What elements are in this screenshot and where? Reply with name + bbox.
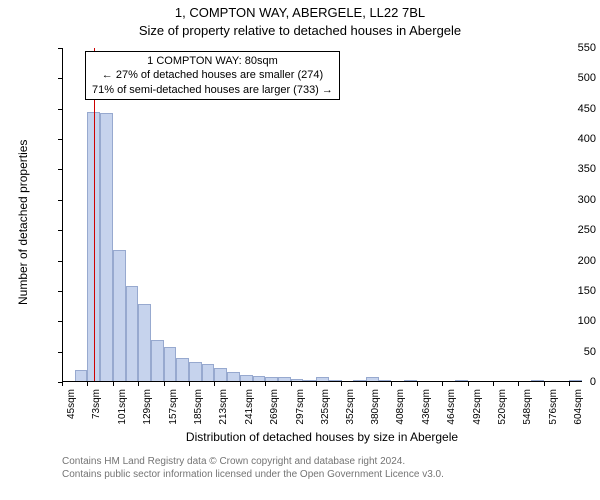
footer-attribution: Contains HM Land Registry data © Crown c…	[62, 456, 444, 481]
x-tick-label: 408sqm	[395, 389, 406, 433]
x-tick-label: 352sqm	[345, 389, 356, 433]
x-tick-mark	[518, 382, 519, 386]
x-tick-label: 157sqm	[168, 389, 179, 433]
x-axis-label: Distribution of detached houses by size …	[62, 430, 582, 444]
x-tick-label: 45sqm	[66, 389, 77, 433]
chart-plot-area: 1 COMPTON WAY: 80sqm← 27% of detached ho…	[62, 48, 582, 382]
x-tick-mark	[493, 382, 494, 386]
x-tick-mark	[442, 382, 443, 386]
x-tick-mark	[417, 382, 418, 386]
info-box-line: 71% of semi-detached houses are larger (…	[92, 83, 333, 97]
histogram-bar	[138, 304, 151, 382]
histogram-bar	[189, 362, 202, 382]
x-tick-label: 73sqm	[91, 389, 102, 433]
x-axis-line	[62, 381, 582, 382]
x-tick-label: 213sqm	[218, 389, 229, 433]
x-tick-label: 241sqm	[244, 389, 255, 433]
histogram-bar	[126, 286, 139, 382]
x-tick-label: 576sqm	[548, 389, 559, 433]
y-axis-line	[62, 48, 63, 382]
x-tick-mark	[391, 382, 392, 386]
x-tick-mark	[366, 382, 367, 386]
x-tick-label: 185sqm	[193, 389, 204, 433]
x-tick-mark	[316, 382, 317, 386]
chart-titles: 1, COMPTON WAY, ABERGELE, LL22 7BL Size …	[0, 0, 600, 39]
x-tick-mark	[113, 382, 114, 386]
x-tick-label: 269sqm	[269, 389, 280, 433]
histogram-bar	[100, 113, 113, 382]
x-tick-mark	[138, 382, 139, 386]
footer-line-1: Contains HM Land Registry data © Crown c…	[62, 456, 444, 469]
x-tick-mark	[544, 382, 545, 386]
histogram-bar	[176, 358, 189, 382]
x-tick-label: 548sqm	[522, 389, 533, 433]
footer-line-2: Contains public sector information licen…	[62, 469, 444, 482]
x-tick-mark	[569, 382, 570, 386]
x-tick-label: 520sqm	[497, 389, 508, 433]
x-tick-label: 436sqm	[421, 389, 432, 433]
x-tick-label: 325sqm	[320, 389, 331, 433]
info-box: 1 COMPTON WAY: 80sqm← 27% of detached ho…	[85, 51, 340, 100]
y-axis-label: Number of detached properties	[16, 140, 30, 305]
x-tick-mark	[468, 382, 469, 386]
title-address: 1, COMPTON WAY, ABERGELE, LL22 7BL	[0, 4, 600, 22]
x-tick-label: 492sqm	[472, 389, 483, 433]
x-tick-label: 129sqm	[142, 389, 153, 433]
x-tick-mark	[214, 382, 215, 386]
histogram-bar	[113, 250, 126, 382]
info-box-line: ← 27% of detached houses are smaller (27…	[92, 68, 333, 82]
title-subtitle: Size of property relative to detached ho…	[0, 22, 600, 40]
x-tick-mark	[240, 382, 241, 386]
x-tick-label: 297sqm	[295, 389, 306, 433]
x-tick-label: 464sqm	[446, 389, 457, 433]
histogram-bar	[214, 368, 227, 382]
x-tick-mark	[164, 382, 165, 386]
x-tick-mark	[341, 382, 342, 386]
x-tick-label: 101sqm	[117, 389, 128, 433]
histogram-bar	[151, 340, 164, 383]
x-tick-mark	[87, 382, 88, 386]
x-tick-label: 380sqm	[370, 389, 381, 433]
x-tick-mark	[62, 382, 63, 386]
x-tick-mark	[291, 382, 292, 386]
info-box-line: 1 COMPTON WAY: 80sqm	[92, 54, 333, 68]
histogram-bar	[164, 347, 177, 382]
x-tick-label: 604sqm	[573, 389, 584, 433]
x-tick-mark	[265, 382, 266, 386]
histogram-bar	[202, 364, 215, 382]
x-tick-mark	[189, 382, 190, 386]
